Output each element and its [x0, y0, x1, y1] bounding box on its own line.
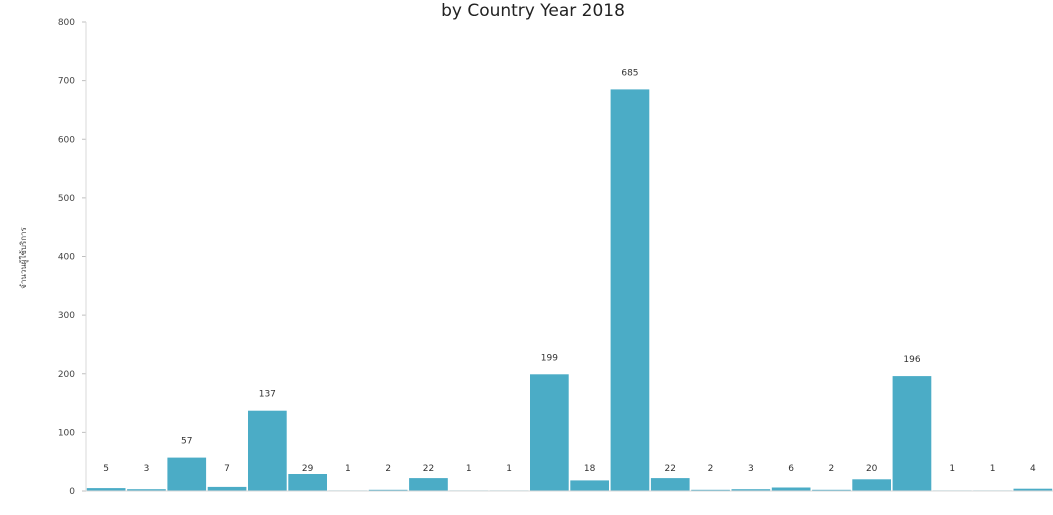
bar	[530, 374, 569, 491]
bar	[852, 479, 891, 491]
data-label: 6	[788, 464, 794, 474]
bar	[570, 480, 609, 491]
bar	[409, 478, 448, 491]
bar	[650, 478, 690, 491]
data-label: 22	[423, 464, 434, 474]
bar	[892, 376, 932, 491]
data-label: 2	[829, 464, 835, 474]
bar	[86, 488, 126, 491]
y-tick-label: 700	[58, 77, 75, 87]
data-label: 196	[903, 355, 920, 365]
data-label: 5	[103, 464, 109, 474]
y-tick-label: 0	[69, 487, 75, 497]
y-tick-label: 600	[58, 135, 75, 145]
y-tick-label: 200	[58, 370, 75, 380]
data-label: 29	[302, 464, 314, 474]
chart-title: by Country Year 2018	[441, 1, 625, 21]
y-tick-label: 500	[58, 194, 75, 204]
data-label: 7	[224, 464, 230, 474]
bar	[812, 489, 851, 491]
bars-group	[86, 89, 1053, 492]
bar	[1013, 488, 1053, 491]
data-label: 1	[466, 464, 472, 474]
data-label: 22	[665, 464, 676, 474]
data-label: 57	[181, 437, 192, 447]
bar	[731, 489, 771, 491]
bar	[207, 486, 247, 491]
data-label: 685	[621, 68, 638, 78]
bar	[368, 489, 408, 491]
data-label: 4	[1030, 464, 1036, 474]
bar	[691, 489, 730, 491]
data-label: 2	[385, 464, 391, 474]
data-label: 1	[506, 464, 512, 474]
data-label: 137	[259, 390, 276, 400]
y-axis-label: จำนวนผู้ใช้บริการ	[19, 226, 29, 288]
y-axis: 0 100 200 300 400 500 600 700 800	[58, 18, 86, 497]
y-tick-label: 300	[58, 311, 75, 321]
bar	[771, 487, 811, 491]
y-tick-label: 100	[58, 428, 75, 438]
bar	[167, 457, 207, 491]
bar	[248, 410, 287, 491]
bar	[127, 489, 166, 491]
data-label: 199	[541, 353, 558, 363]
data-label: 2	[708, 464, 714, 474]
data-label: 1	[990, 464, 996, 474]
data-label: 1	[949, 464, 955, 474]
data-label: 18	[584, 464, 596, 474]
y-tick-label: 400	[58, 253, 75, 263]
y-tick-label: 800	[58, 18, 75, 28]
bar	[288, 474, 327, 491]
data-label: 3	[748, 464, 754, 474]
data-label: 3	[144, 464, 150, 474]
data-label: 1	[345, 464, 351, 474]
bar	[610, 89, 650, 492]
data-label: 20	[866, 464, 878, 474]
